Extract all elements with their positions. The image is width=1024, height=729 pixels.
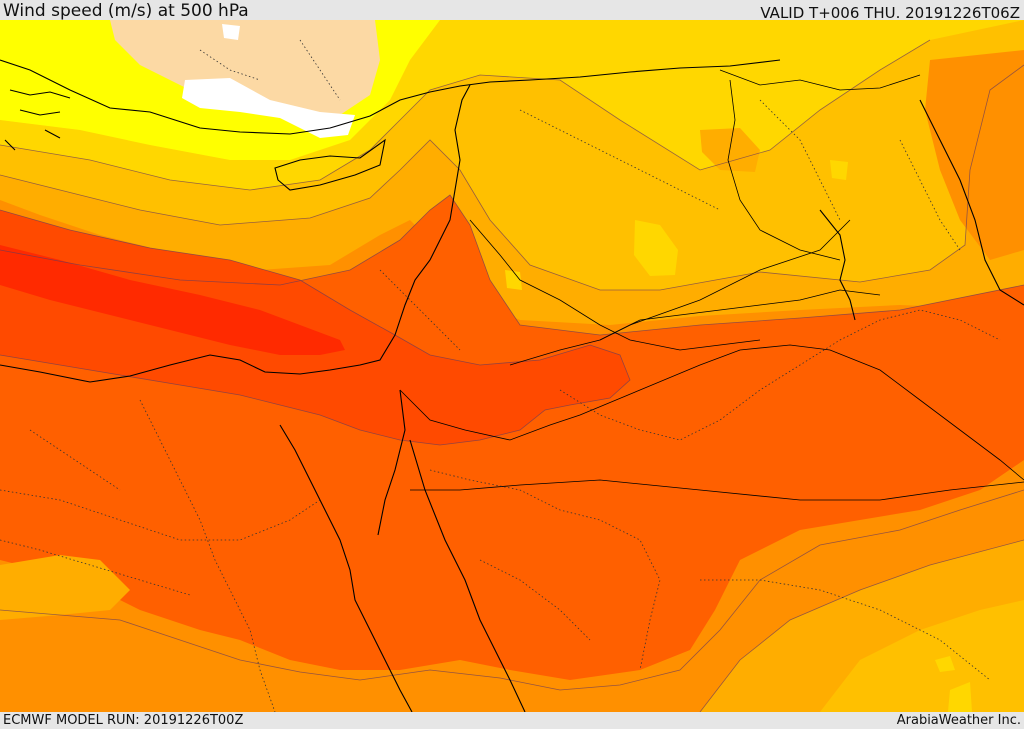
credit-label: ArabiaWeather Inc. [896, 713, 1021, 728]
wind-band-red-orange [0, 210, 630, 445]
map-title: Wind speed (m/s) at 500 hPa [3, 1, 249, 21]
wind-band-white-small [222, 24, 240, 40]
wind-patch-east-orange [925, 50, 1024, 260]
wind-band-red [0, 245, 345, 355]
wind-patch-sw-light-orange [0, 555, 130, 620]
wind-patch-gold-3 [830, 160, 848, 180]
borders [399, 69, 1024, 501]
coastlines [0, 59, 1024, 712]
footer-bar: ECMWF MODEL RUN: 20191226T00Z ArabiaWeat… [0, 712, 1024, 729]
wind-patch-gold-1 [634, 220, 678, 276]
wind-band-peach [110, 20, 380, 120]
wind-band-south-amber [820, 600, 1024, 712]
header-bar: Wind speed (m/s) at 500 hPa VALID T+006 … [0, 0, 1024, 22]
wind-patch-south-gold [935, 656, 955, 672]
valid-time: VALID T+006 THU. 20191226T06Z [760, 4, 1020, 22]
wind-speed-map[interactable] [0, 20, 1024, 712]
wind-band-white [182, 78, 355, 138]
wind-patch-gold-2 [505, 270, 522, 290]
wind-patch-south-gold-2 [948, 682, 972, 712]
model-run: ECMWF MODEL RUN: 20191226T00Z [3, 713, 244, 728]
admin-boundaries [0, 39, 1001, 712]
